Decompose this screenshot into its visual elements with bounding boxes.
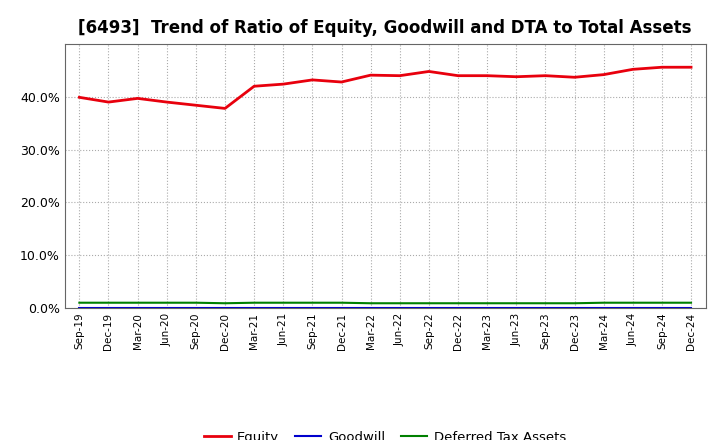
Deferred Tax Assets [279, 300, 287, 305]
Goodwill [366, 305, 375, 311]
Deferred Tax Assets [687, 300, 696, 305]
Deferred Tax Assets [483, 301, 492, 306]
Deferred Tax Assets [308, 300, 317, 305]
Deferred Tax Assets [454, 301, 462, 306]
Goodwill [599, 305, 608, 311]
Equity [395, 73, 404, 78]
Deferred Tax Assets [104, 300, 113, 305]
Equity [192, 103, 200, 108]
Deferred Tax Assets [512, 301, 521, 306]
Equity [104, 99, 113, 105]
Equity [279, 81, 287, 87]
Goodwill [454, 305, 462, 311]
Equity [512, 74, 521, 79]
Equity [425, 69, 433, 74]
Deferred Tax Assets [366, 301, 375, 306]
Goodwill [337, 305, 346, 311]
Deferred Tax Assets [192, 300, 200, 305]
Equity [454, 73, 462, 78]
Goodwill [133, 305, 142, 311]
Equity [541, 73, 550, 78]
Equity [599, 72, 608, 77]
Equity [629, 67, 637, 72]
Deferred Tax Assets [599, 300, 608, 305]
Goodwill [220, 305, 229, 311]
Goodwill [687, 305, 696, 311]
Title: [6493]  Trend of Ratio of Equity, Goodwill and DTA to Total Assets: [6493] Trend of Ratio of Equity, Goodwil… [78, 19, 692, 37]
Equity [75, 95, 84, 100]
Equity [220, 106, 229, 111]
Line: Equity: Equity [79, 67, 691, 108]
Equity [250, 84, 258, 89]
Goodwill [308, 305, 317, 311]
Goodwill [163, 305, 171, 311]
Equity [483, 73, 492, 78]
Deferred Tax Assets [163, 300, 171, 305]
Goodwill [483, 305, 492, 311]
Deferred Tax Assets [220, 301, 229, 306]
Deferred Tax Assets [425, 301, 433, 306]
Goodwill [104, 305, 113, 311]
Equity [657, 65, 666, 70]
Equity [570, 75, 579, 80]
Legend: Equity, Goodwill, Deferred Tax Assets: Equity, Goodwill, Deferred Tax Assets [199, 425, 572, 440]
Deferred Tax Assets [250, 300, 258, 305]
Deferred Tax Assets [570, 301, 579, 306]
Goodwill [395, 305, 404, 311]
Deferred Tax Assets [657, 300, 666, 305]
Deferred Tax Assets [541, 301, 550, 306]
Goodwill [570, 305, 579, 311]
Equity [337, 79, 346, 84]
Goodwill [512, 305, 521, 311]
Deferred Tax Assets [75, 300, 84, 305]
Equity [133, 96, 142, 101]
Goodwill [657, 305, 666, 311]
Goodwill [250, 305, 258, 311]
Equity [687, 65, 696, 70]
Deferred Tax Assets [395, 301, 404, 306]
Deferred Tax Assets [629, 300, 637, 305]
Goodwill [541, 305, 550, 311]
Equity [366, 73, 375, 78]
Goodwill [75, 305, 84, 311]
Goodwill [279, 305, 287, 311]
Goodwill [629, 305, 637, 311]
Goodwill [425, 305, 433, 311]
Goodwill [192, 305, 200, 311]
Deferred Tax Assets [337, 300, 346, 305]
Deferred Tax Assets [133, 300, 142, 305]
Equity [308, 77, 317, 83]
Equity [163, 99, 171, 105]
